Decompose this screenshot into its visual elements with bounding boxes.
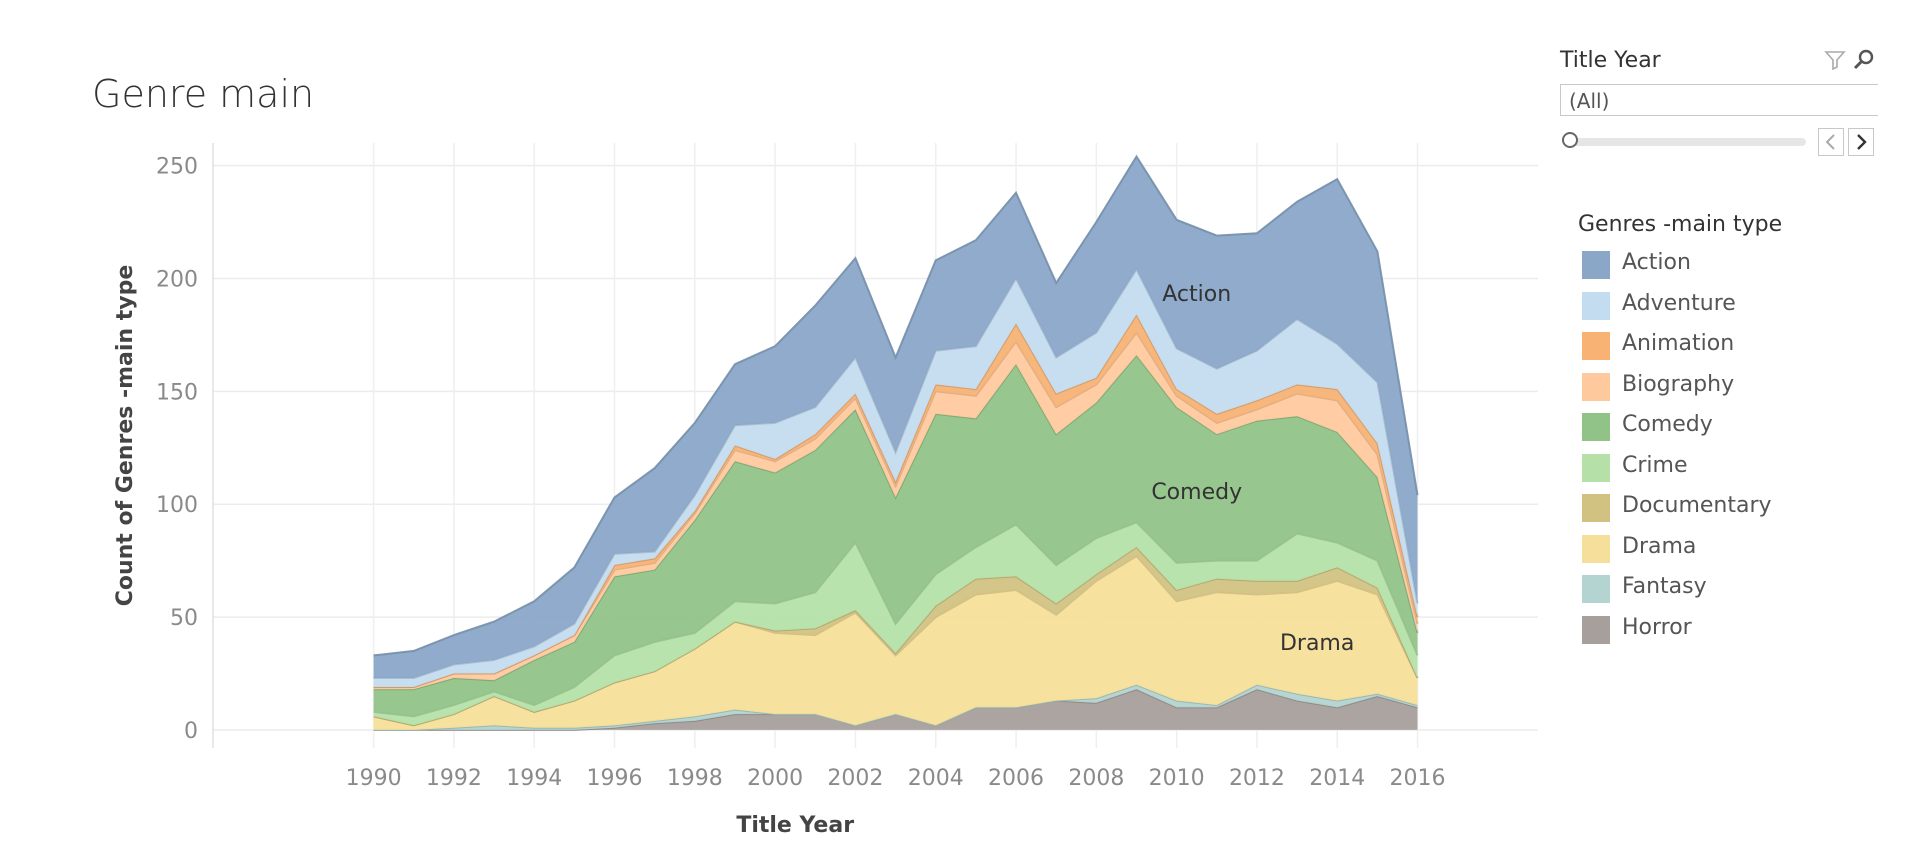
legend-item-animation[interactable]: Animation [1578,328,1898,369]
legend-swatch [1582,413,1610,441]
next-year-button[interactable] [1848,128,1874,156]
legend-swatch [1582,251,1610,279]
area-fantasy[interactable] [373,684,1418,730]
legend-item-comedy[interactable]: Comedy [1578,409,1898,450]
x-tick-label: 2002 [827,766,883,791]
legend-label: Drama [1622,533,1697,559]
year-slider-track[interactable] [1570,138,1806,146]
legend-swatch [1582,575,1610,603]
x-tick-label: 2008 [1068,766,1124,791]
legend-swatch [1582,494,1610,522]
y-tick-label: 200 [156,267,198,292]
legend-label: Biography [1622,371,1735,397]
y-tick-label: 0 [184,719,198,744]
area-label-drama: Drama [1280,631,1354,656]
legend-item-horror[interactable]: Horror [1578,612,1898,653]
legend-swatch [1582,372,1610,401]
legend-item-drama[interactable]: Drama [1578,531,1898,572]
legend-label: Action [1622,250,1691,275]
legend: Genres -main type Action Adventure Animati… [1578,212,1898,652]
legend-swatch [1582,615,1610,644]
legend-item-fantasy[interactable]: Fantasy [1578,571,1898,612]
area-label-action: Action [1162,282,1231,307]
legend-item-biography[interactable]: Biography [1578,369,1898,410]
area-label-comedy: Comedy [1151,480,1242,505]
legend-label: Adventure [1622,290,1736,316]
x-tick-label: 1990 [346,766,402,791]
legend-item-documentary[interactable]: Documentary [1578,490,1898,531]
previous-year-button[interactable] [1818,128,1844,156]
year-slider-thumb[interactable] [1562,132,1578,148]
x-tick-label: 2006 [988,766,1044,791]
chart-title: Genre main [92,72,315,116]
x-tick-label: 2014 [1309,766,1365,791]
x-tick-label: 1996 [587,766,643,791]
area-layer [373,154,1419,731]
axis-layer: 0 50 100 150 200 250 1990 1992 1994 1996 1998 2000 2… [113,143,1446,838]
x-tick-label: 1994 [506,766,562,791]
y-tick-label: 100 [156,493,198,518]
area-drama[interactable] [373,556,1418,730]
area-comedy[interactable] [373,355,1418,717]
x-tick-label: 2016 [1390,766,1446,791]
area-edge-action [373,154,1419,657]
legend-label: Documentary [1622,493,1772,518]
y-tick-label: 250 [156,155,198,180]
legend-label: Animation [1622,331,1735,356]
legend-item-action[interactable]: Action [1578,247,1898,288]
legend-swatch [1582,534,1610,563]
y-tick-label: 150 [156,380,198,405]
y-axis-title: Count of Genres -main type [113,265,138,607]
x-tick-label: 2000 [747,766,803,791]
legend-item-adventure[interactable]: Adventure [1578,288,1898,329]
chevron-right-icon [1857,134,1867,150]
funnel-icon[interactable] [1823,48,1847,72]
x-tick-label: 2004 [908,766,964,791]
area-action[interactable] [373,156,1418,679]
legend-title: Genres -main type [1578,212,1783,237]
search-icon[interactable] [1852,48,1876,72]
legend-swatch [1582,453,1610,482]
chart-plot: 0 50 100 150 200 250 1990 1992 1994 1996 1998 2000 2… [113,143,1538,838]
x-tick-label: 2010 [1149,766,1205,791]
legend-label: Fantasy [1622,574,1707,599]
legend-swatch [1582,332,1610,360]
area-horror[interactable] [373,689,1418,730]
legend-label: Crime [1622,452,1688,478]
legend-swatch [1582,291,1610,320]
legend-label: Horror [1622,614,1692,640]
area-adventure[interactable] [373,269,1418,687]
year-filter-dropdown[interactable]: (All) [1560,84,1878,116]
legend-label: Comedy [1622,412,1713,437]
legend-item-crime[interactable]: Crime [1578,450,1898,491]
x-axis-title: Title Year [736,813,854,838]
annotation-layer: Action Comedy Drama [1151,282,1354,656]
x-tick-label: 2012 [1229,766,1285,791]
x-tick-label: 1992 [426,766,482,791]
legend-items: Action Adventure Animation Biography Comedy C… [1578,247,1898,652]
chevron-left-icon [1825,134,1835,150]
filter-title: Title Year [1560,48,1661,73]
x-tick-label: 1998 [667,766,723,791]
y-tick-label: 50 [170,606,198,631]
